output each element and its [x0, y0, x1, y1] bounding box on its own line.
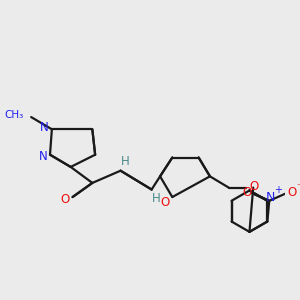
Text: N: N: [38, 150, 47, 163]
Text: +: +: [274, 184, 282, 194]
Text: O: O: [60, 194, 70, 206]
Text: O: O: [287, 186, 296, 199]
Text: H: H: [121, 155, 130, 168]
Text: CH₃: CH₃: [4, 110, 24, 120]
Text: N: N: [40, 121, 49, 134]
Text: H: H: [152, 192, 161, 206]
Text: N: N: [266, 191, 275, 205]
Text: O: O: [250, 180, 259, 193]
Text: O: O: [160, 196, 170, 209]
Text: ⁻: ⁻: [297, 183, 300, 193]
Text: O: O: [242, 186, 251, 199]
